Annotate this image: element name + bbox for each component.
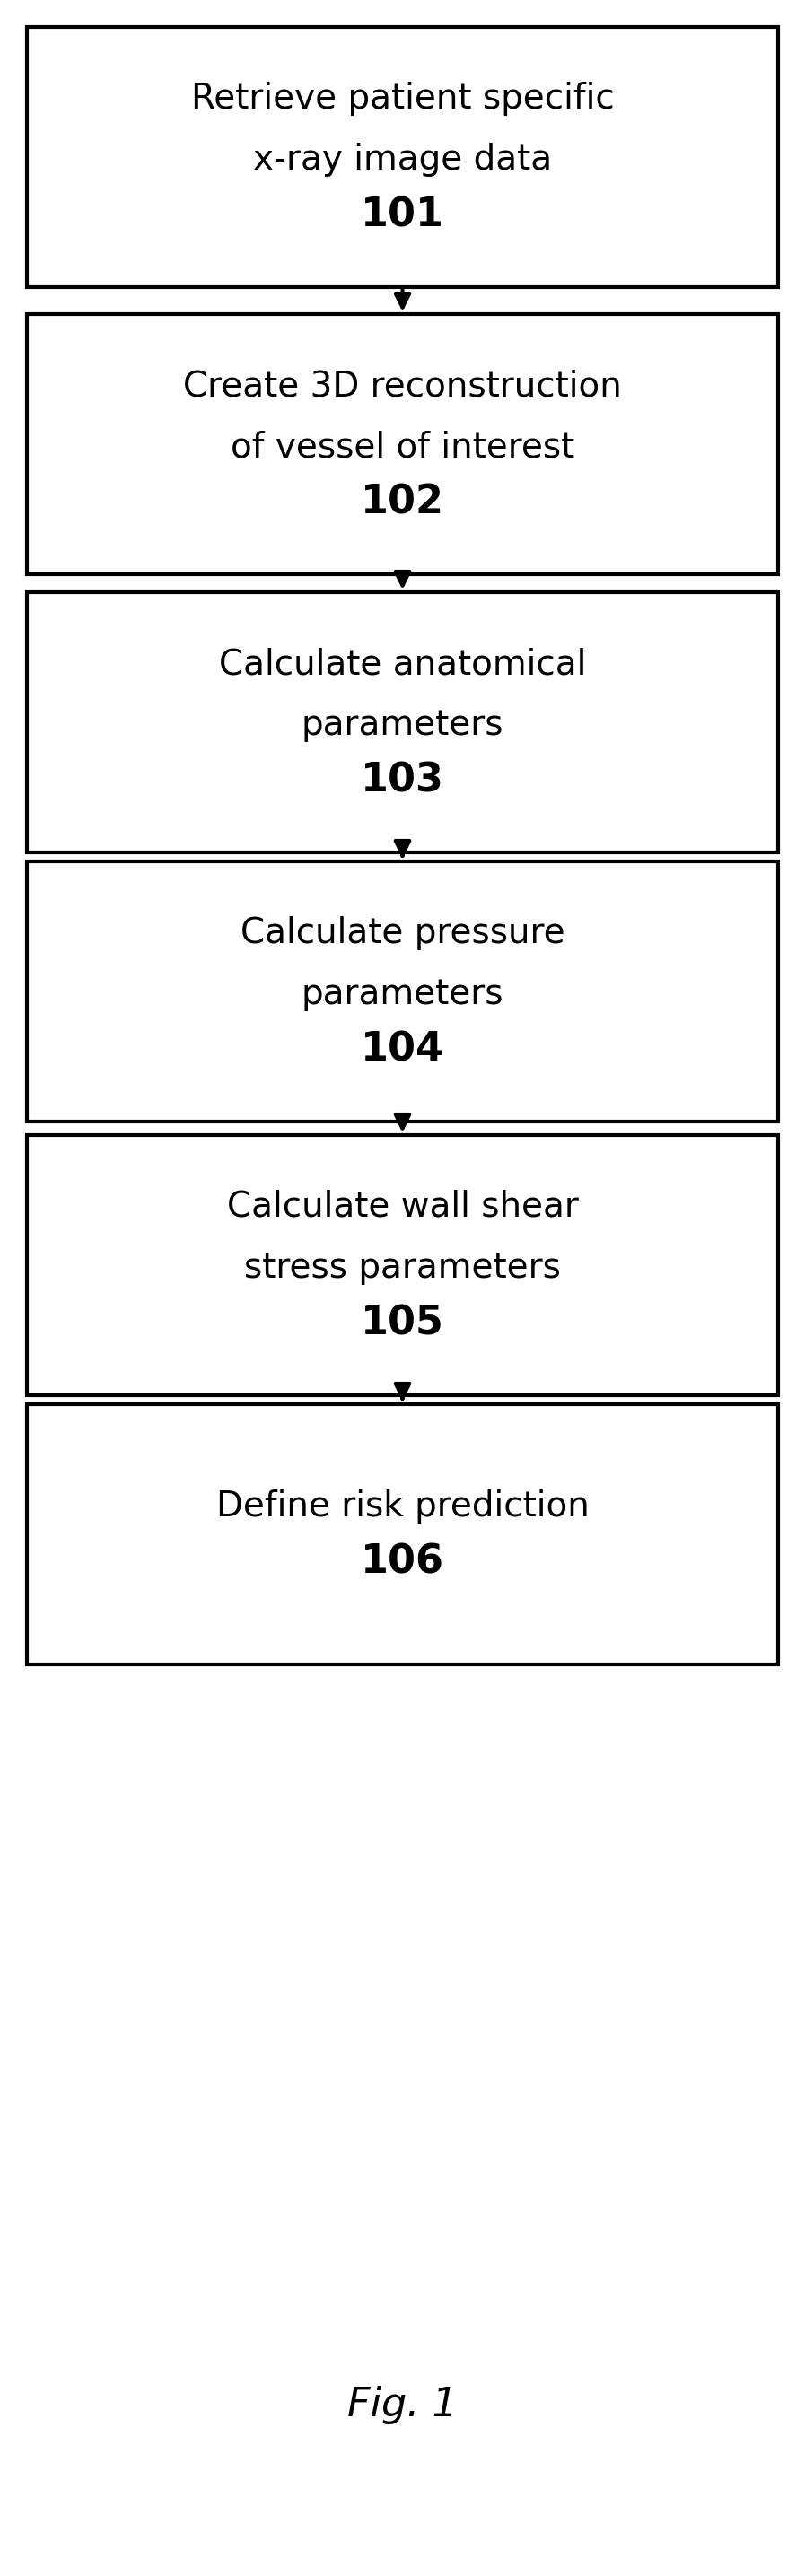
- Text: Fig. 1: Fig. 1: [348, 2385, 457, 2424]
- Text: Define risk prediction: Define risk prediction: [216, 1489, 589, 1522]
- Text: parameters: parameters: [301, 976, 504, 1012]
- Text: x-ray image data: x-ray image data: [253, 142, 552, 178]
- Text: of vessel of interest: of vessel of interest: [230, 430, 575, 464]
- Text: stress parameters: stress parameters: [244, 1252, 561, 1285]
- Text: Calculate pressure: Calculate pressure: [240, 917, 565, 951]
- Bar: [27, 314, 778, 574]
- Text: 104: 104: [361, 1030, 444, 1069]
- Text: Calculate wall shear: Calculate wall shear: [227, 1190, 578, 1224]
- Text: 101: 101: [361, 196, 444, 234]
- Text: parameters: parameters: [301, 708, 504, 742]
- Text: 105: 105: [361, 1303, 444, 1342]
- Text: Retrieve patient specific: Retrieve patient specific: [191, 82, 614, 116]
- Bar: [27, 860, 778, 1121]
- Text: Calculate anatomical: Calculate anatomical: [219, 647, 586, 680]
- Bar: [27, 26, 778, 286]
- Bar: [27, 1136, 778, 1396]
- Text: Create 3D reconstruction: Create 3D reconstruction: [184, 368, 621, 402]
- Text: 102: 102: [361, 484, 444, 523]
- Bar: [27, 1404, 778, 1664]
- Text: 103: 103: [361, 762, 444, 801]
- Bar: [27, 592, 778, 853]
- Text: 106: 106: [361, 1543, 444, 1582]
